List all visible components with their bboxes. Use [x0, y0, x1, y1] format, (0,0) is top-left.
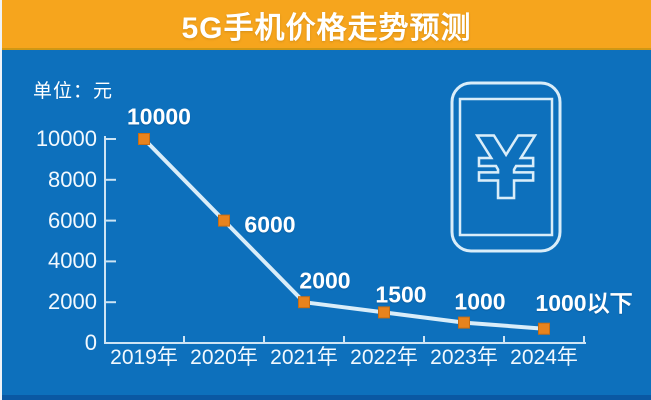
- data-point-marker: [218, 214, 230, 227]
- x-axis-label: 2022年: [350, 346, 418, 369]
- data-point-marker: [378, 306, 390, 319]
- x-axis-label: 2024年: [510, 346, 578, 369]
- y-axis-tick-label: 0: [84, 330, 97, 355]
- data-point-marker: [538, 322, 550, 335]
- data-point-label: 1500: [375, 281, 427, 308]
- x-axis-label: 2021年: [270, 346, 338, 369]
- y-axis-tick-label: 6000: [48, 207, 97, 233]
- y-axis-tick-label: 10000: [35, 126, 97, 151]
- x-axis-label: 2020年: [190, 346, 258, 369]
- unit-label: 单位：元: [33, 81, 114, 102]
- data-point-label: 6000: [244, 211, 296, 238]
- data-point-label: 10000: [127, 103, 191, 130]
- phone-screen-outline: [458, 97, 554, 237]
- yuan-symbol-icon: ¥: [476, 119, 536, 219]
- title-bar: 5G手机价格走势预测: [2, 0, 651, 50]
- data-point-label: 1000: [454, 288, 506, 315]
- data-point-label: 2000: [299, 267, 351, 294]
- page-title: 5G手机价格走势预测: [181, 12, 472, 45]
- bottom-accent-strip: [2, 395, 651, 400]
- data-point-marker: [458, 316, 470, 329]
- y-axis-tick-label: 8000: [48, 166, 97, 192]
- phone-yuan-icon: ¥: [450, 81, 562, 253]
- price-trend-line: [142, 137, 546, 331]
- x-axis-label: 2023年: [430, 346, 498, 369]
- data-point-label: 1000以下: [535, 289, 633, 316]
- phone-body-outline: [450, 81, 562, 253]
- y-axis-tick-label: 2000: [48, 289, 97, 315]
- data-point-marker: [298, 296, 310, 309]
- y-axis-tick-label: 4000: [48, 248, 97, 274]
- x-axis-label: 2019年: [110, 346, 178, 369]
- data-point-marker: [138, 133, 150, 145]
